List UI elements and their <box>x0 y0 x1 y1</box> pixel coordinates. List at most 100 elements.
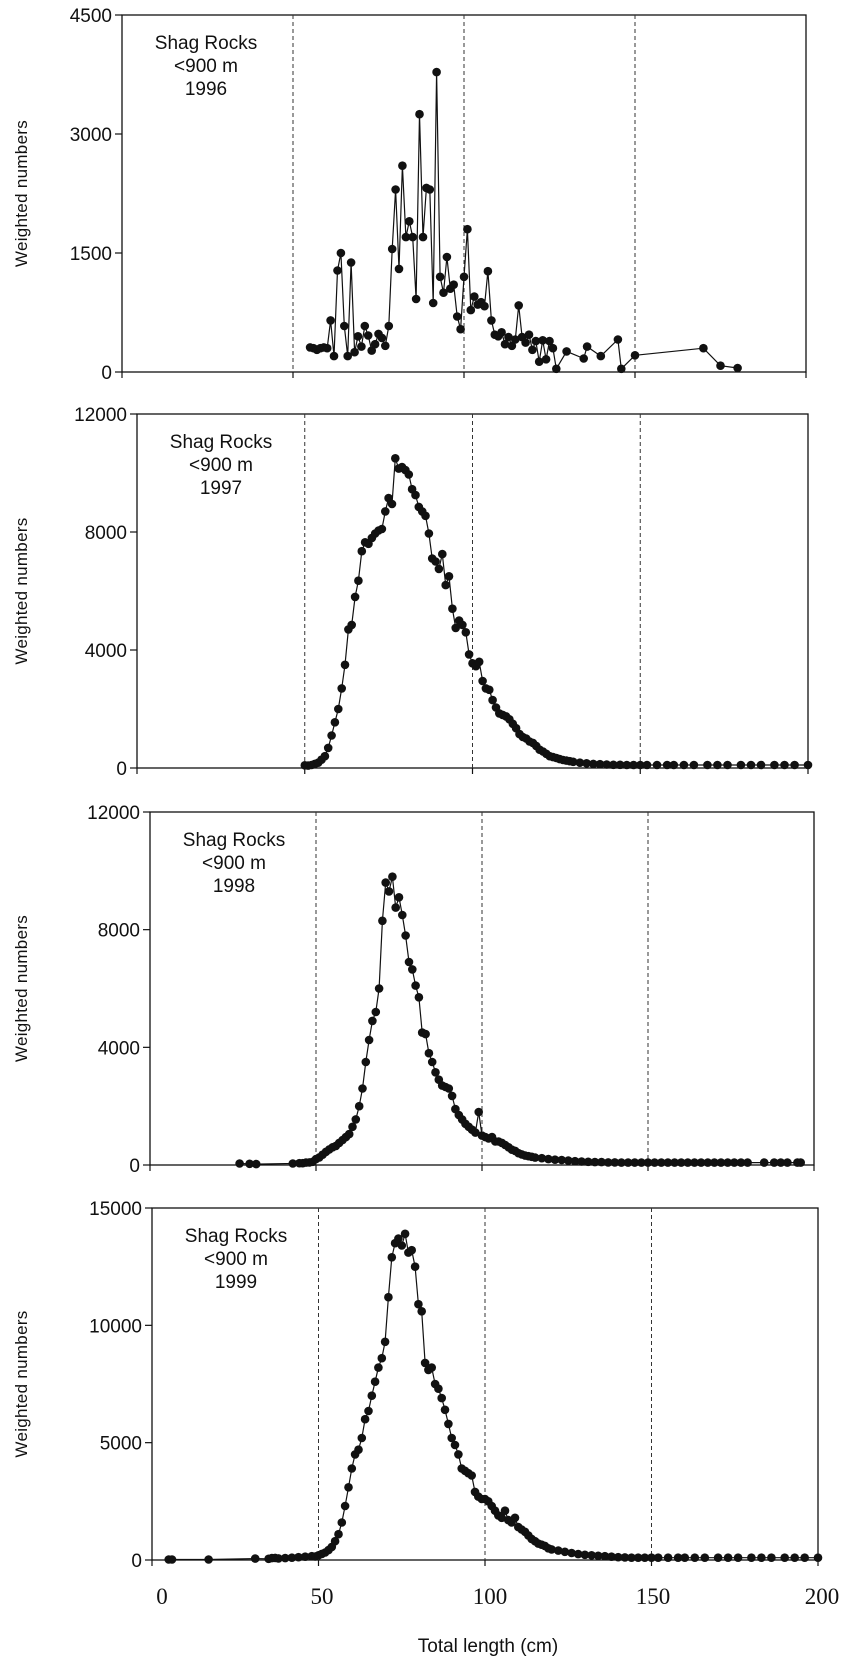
data-point-173 <box>723 1553 733 1562</box>
data-point-59 <box>344 1483 353 1492</box>
data-point-106 <box>488 695 497 705</box>
data-point-148 <box>637 1158 646 1167</box>
data-point-124 <box>557 1155 566 1165</box>
data-point-163 <box>690 1553 700 1562</box>
data-point-190 <box>776 1158 786 1167</box>
data-point-64 <box>347 620 357 630</box>
data-point-146 <box>633 1553 643 1562</box>
data-point-68 <box>374 1363 383 1372</box>
data-point-69 <box>374 984 384 993</box>
data-point-66 <box>354 576 363 585</box>
panel-label-line-1: Shag Rocks <box>155 33 257 54</box>
data-point-58 <box>327 731 336 740</box>
data-point-80 <box>391 185 400 194</box>
chart-panel-4: 0 5000 10000 15000 Weighted numbers Shag Rock… <box>12 1199 823 1572</box>
data-point-200 <box>813 1553 823 1562</box>
data-point-66 <box>367 1391 377 1400</box>
data-point-142 <box>620 1553 630 1562</box>
data-point-83 <box>421 1029 430 1039</box>
data-point-160 <box>669 760 679 770</box>
data-point-65 <box>361 1057 371 1067</box>
data-point-93 <box>444 572 454 581</box>
series-line <box>304 458 808 767</box>
data-point-105 <box>485 685 494 695</box>
data-point-134 <box>582 759 591 768</box>
data-point-150 <box>630 351 640 360</box>
data-point-72 <box>363 331 373 340</box>
data-point-122 <box>554 1546 563 1555</box>
data-point-118 <box>537 1153 547 1163</box>
data-point-63 <box>357 1433 367 1443</box>
data-point-155 <box>663 1553 673 1562</box>
data-point-145 <box>613 335 623 344</box>
data-point-87 <box>415 109 424 119</box>
data-point-91 <box>428 298 438 308</box>
y-tick-label-3000: 3000 <box>70 125 112 146</box>
data-point-76 <box>398 910 407 920</box>
data-point-61 <box>348 1122 357 1132</box>
data-point-68 <box>350 347 359 357</box>
data-point-67 <box>368 1016 377 1026</box>
y-tick-label-12000: 12000 <box>74 405 127 426</box>
data-point-170 <box>710 1158 719 1167</box>
data-point-98 <box>471 1128 480 1137</box>
y-tick-label-0: 0 <box>129 1156 140 1177</box>
data-point-62 <box>354 1445 363 1454</box>
data-point-200 <box>803 760 813 770</box>
x-axis-label: Total length (cm) <box>418 1636 558 1657</box>
data-point-88 <box>418 232 428 242</box>
data-point-76 <box>377 333 387 343</box>
data-point-86 <box>411 294 421 304</box>
data-point-91 <box>438 549 447 559</box>
y-tick-label-8000: 8000 <box>85 523 127 544</box>
data-point-44 <box>294 1552 303 1562</box>
data-point-128 <box>570 1156 580 1166</box>
data-point-142 <box>617 1158 626 1167</box>
data-point-67 <box>357 546 367 556</box>
data-point-142 <box>609 760 618 770</box>
chart-panel-2: 0 4000 8000 12000 Weighted numbers Shag Rocks… <box>12 405 813 780</box>
data-point-108 <box>487 316 496 325</box>
data-point-152 <box>653 1553 663 1562</box>
data-point-96 <box>467 1471 477 1480</box>
data-point-38 <box>274 1554 283 1563</box>
panel-label-line-2: <900 m <box>189 455 253 476</box>
data-point-57 <box>337 1518 347 1527</box>
data-point-154 <box>657 1158 666 1167</box>
data-point-130 <box>568 757 578 767</box>
data-point-134 <box>593 1551 603 1561</box>
y-tick-label-15000: 15000 <box>89 1199 142 1220</box>
data-point-60 <box>322 343 332 353</box>
data-point-120 <box>528 345 537 355</box>
data-point-173 <box>713 760 722 770</box>
data-point-124 <box>541 355 551 364</box>
data-point-78 <box>404 957 414 967</box>
data-point-92 <box>454 1450 463 1459</box>
data-point-64 <box>336 248 346 258</box>
data-point-46 <box>300 1552 310 1561</box>
data-point-91 <box>450 1440 460 1450</box>
data-point-82 <box>420 1358 430 1368</box>
data-point-79 <box>387 244 397 254</box>
data-point-121 <box>531 336 541 346</box>
data-point-63 <box>354 1101 364 1111</box>
data-point-97 <box>458 620 467 630</box>
data-point-71 <box>381 878 391 887</box>
data-point-95 <box>442 252 452 262</box>
data-point-89 <box>444 1419 453 1429</box>
data-point-73 <box>377 524 387 534</box>
data-point-90 <box>434 564 444 574</box>
data-point-180 <box>736 760 746 770</box>
data-point-190 <box>780 1553 789 1562</box>
data-point-180 <box>743 1158 752 1167</box>
data-point-109 <box>510 1513 520 1523</box>
data-point-140 <box>596 351 606 361</box>
data-point-136 <box>582 342 592 351</box>
data-point-122 <box>534 357 544 367</box>
data-point-94 <box>448 604 457 613</box>
data-point-127 <box>552 364 561 374</box>
data-point-150 <box>636 760 645 770</box>
data-point-155 <box>652 760 662 770</box>
y-tick-label-10000: 10000 <box>89 1316 142 1337</box>
